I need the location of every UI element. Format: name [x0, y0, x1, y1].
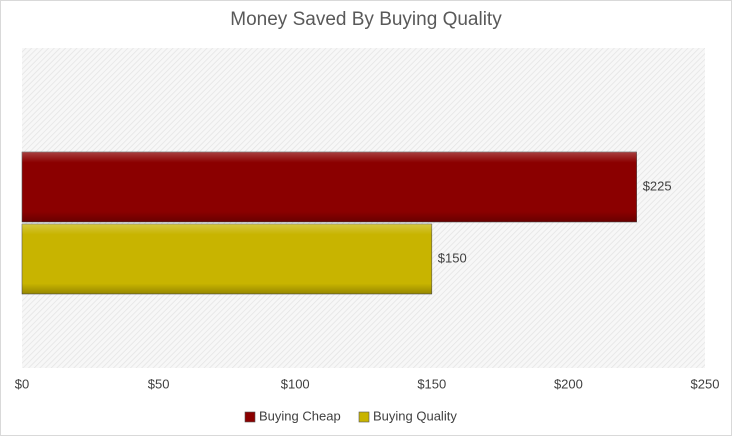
legend-label: Buying Cheap [259, 408, 341, 423]
legend-label: Buying Quality [373, 408, 457, 423]
data-label: $150 [438, 250, 467, 265]
chart-title: Money Saved By Buying Quality [230, 9, 502, 30]
data-label: $225 [643, 178, 672, 193]
x-tick-label: $100 [281, 376, 310, 391]
x-tick-label: $200 [554, 376, 583, 391]
legend-swatch [244, 411, 256, 423]
x-tick-label: $250 [691, 376, 720, 391]
legend-swatch [358, 411, 370, 423]
bar-bevel [22, 224, 432, 294]
x-tick-label: $150 [417, 376, 446, 391]
bar-bevel [22, 152, 637, 222]
x-tick-label: $0 [15, 376, 29, 391]
x-tick-label: $50 [148, 376, 170, 391]
